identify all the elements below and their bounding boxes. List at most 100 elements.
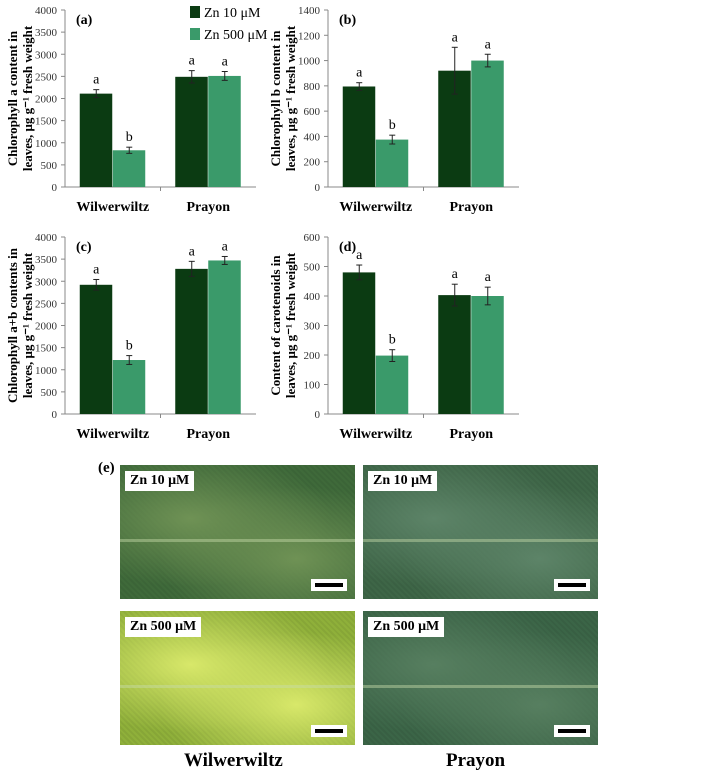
y-axis-label: leaves, μg g⁻¹ fresh weight bbox=[20, 252, 35, 398]
bar bbox=[175, 268, 208, 414]
category-label: Wilwerwiltz bbox=[76, 200, 149, 215]
significance-letter: a bbox=[485, 270, 492, 285]
significance-letter: a bbox=[189, 244, 196, 259]
y-tick-label: 400 bbox=[304, 291, 321, 303]
chart-svg: Chlorophyll a+b contents in leaves, μg g⁻… bbox=[5, 232, 256, 442]
y-tick-label: 600 bbox=[304, 106, 321, 118]
y-tick-label: 2500 bbox=[35, 298, 58, 310]
category-label: Wilwerwiltz bbox=[76, 427, 149, 442]
chart-c: Chlorophyll a+b contents in leaves, μg g⁻… bbox=[0, 227, 285, 452]
y-tick-label: 800 bbox=[304, 81, 321, 93]
bar bbox=[375, 139, 409, 187]
bar bbox=[79, 93, 113, 187]
leaf-midrib bbox=[120, 684, 355, 688]
y-tick-label: 500 bbox=[41, 160, 58, 172]
chart-d: Content of carotenoids in leaves, μg g⁻¹ … bbox=[263, 227, 548, 452]
legend-swatch bbox=[190, 6, 200, 18]
significance-letter: a bbox=[485, 37, 492, 52]
caption-wilwerwiltz: Wilwerwiltz bbox=[184, 750, 283, 771]
leaf-photo-wilwerwiltz-zn500: Zn 500 μM bbox=[120, 611, 355, 745]
chart-svg: Chlorophyll a content in leaves, μg g⁻¹ f… bbox=[5, 5, 268, 215]
bar bbox=[208, 260, 241, 414]
y-axis-label: Chlorophyll b content in bbox=[268, 30, 283, 167]
y-tick-label: 1500 bbox=[35, 343, 58, 355]
y-tick-label: 2000 bbox=[35, 321, 58, 333]
chart-svg: Chlorophyll b content in leaves, μg g⁻¹ f… bbox=[268, 5, 519, 215]
bar bbox=[471, 296, 504, 414]
significance-letter: a bbox=[93, 262, 100, 277]
y-axis-label: Chlorophyll a content in bbox=[5, 30, 20, 166]
category-label: Wilwerwiltz bbox=[339, 427, 412, 442]
y-tick-label: 0 bbox=[315, 182, 321, 194]
y-tick-label: 3500 bbox=[35, 27, 58, 39]
bar bbox=[175, 76, 208, 187]
y-tick-label: 400 bbox=[304, 131, 321, 143]
y-tick-label: 2000 bbox=[35, 94, 58, 106]
y-tick-label: 1200 bbox=[298, 30, 321, 42]
y-tick-label: 0 bbox=[315, 409, 321, 421]
significance-letter: b bbox=[389, 333, 396, 348]
significance-letter: b bbox=[126, 339, 133, 354]
significance-letter: a bbox=[356, 248, 363, 263]
y-axis-label: Content of carotenoids in bbox=[268, 255, 283, 396]
significance-letter: a bbox=[189, 54, 196, 69]
photo-label: Zn 500 μM bbox=[125, 617, 202, 637]
y-tick-label: 1000 bbox=[298, 56, 321, 68]
legend-label: Zn 500 μM bbox=[204, 28, 268, 43]
y-tick-label: 3000 bbox=[35, 276, 58, 288]
category-label: Prayon bbox=[449, 200, 493, 215]
y-tick-label: 1000 bbox=[35, 138, 58, 150]
y-tick-label: 600 bbox=[304, 232, 321, 244]
scale-bar bbox=[554, 579, 590, 591]
chart-a: Chlorophyll a content in leaves, μg g⁻¹ f… bbox=[0, 0, 285, 225]
bar bbox=[208, 75, 241, 187]
y-axis-label: leaves, μg g⁻¹ fresh weight bbox=[283, 25, 298, 171]
significance-letter: a bbox=[356, 66, 363, 81]
category-label: Prayon bbox=[186, 427, 230, 442]
bar bbox=[471, 60, 504, 188]
chart-svg: Content of carotenoids in leaves, μg g⁻¹ … bbox=[268, 232, 519, 442]
significance-letter: a bbox=[93, 73, 100, 88]
caption-prayon: Prayon bbox=[446, 750, 506, 771]
y-tick-label: 3000 bbox=[35, 49, 58, 61]
significance-letter: a bbox=[222, 239, 229, 254]
y-tick-label: 1000 bbox=[35, 365, 58, 377]
significance-letter: a bbox=[222, 55, 229, 70]
bar bbox=[342, 272, 376, 414]
bar bbox=[79, 284, 113, 414]
panel-label: (b) bbox=[339, 13, 356, 28]
y-tick-label: 2500 bbox=[35, 71, 58, 83]
significance-letter: b bbox=[126, 130, 133, 145]
y-tick-label: 500 bbox=[41, 387, 58, 399]
significance-letter: b bbox=[389, 118, 396, 133]
y-tick-label: 1400 bbox=[298, 5, 321, 17]
bar bbox=[112, 150, 146, 187]
y-tick-label: 200 bbox=[304, 350, 321, 362]
y-tick-label: 4000 bbox=[35, 232, 58, 244]
leaf-photo-wilwerwiltz-zn10: Zn 10 μM bbox=[120, 465, 355, 599]
panel-label: (a) bbox=[76, 13, 93, 28]
y-tick-label: 0 bbox=[52, 182, 58, 194]
leaf-photo-prayon-zn10: Zn 10 μM bbox=[363, 465, 598, 599]
scale-bar bbox=[554, 725, 590, 737]
leaf-photo-prayon-zn500: Zn 500 μM bbox=[363, 611, 598, 745]
leaf-midrib bbox=[363, 684, 598, 688]
leaf-midrib bbox=[120, 538, 355, 542]
legend-label: Zn 10 μM bbox=[204, 6, 261, 21]
bar bbox=[342, 86, 376, 187]
bar bbox=[375, 355, 409, 414]
legend-swatch bbox=[190, 28, 200, 40]
y-axis-label: Chlorophyll a+b contents in bbox=[5, 247, 20, 403]
y-tick-label: 3500 bbox=[35, 254, 58, 266]
photo-label: Zn 10 μM bbox=[125, 471, 195, 491]
y-tick-label: 500 bbox=[304, 262, 321, 274]
photo-label: Zn 10 μM bbox=[368, 471, 438, 491]
scale-bar bbox=[311, 579, 347, 591]
panel-label: (d) bbox=[339, 240, 356, 255]
leaf-midrib bbox=[363, 538, 598, 542]
chart-b: Chlorophyll b content in leaves, μg g⁻¹ f… bbox=[263, 0, 548, 225]
bar bbox=[438, 295, 471, 414]
y-axis-label: leaves, μg g⁻¹ fresh weight bbox=[20, 25, 35, 171]
panel-e-label: (e) bbox=[98, 460, 115, 476]
category-label: Prayon bbox=[186, 200, 230, 215]
